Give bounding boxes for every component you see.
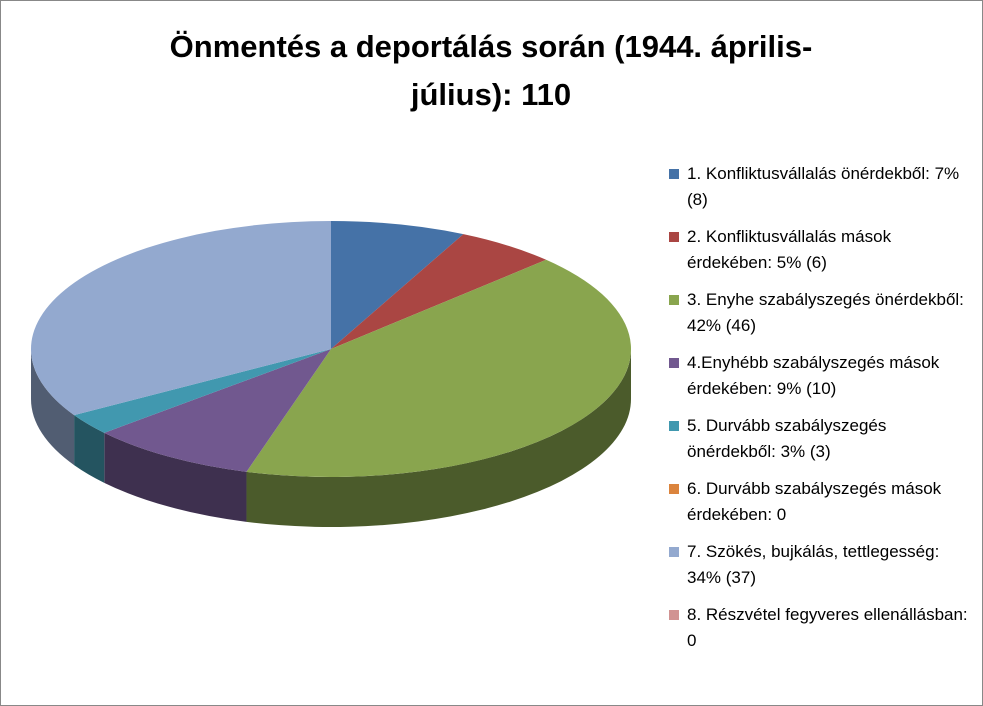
legend-entry: 3. Enyhe szabályszegés önérdekből: 42% (… (669, 287, 969, 350)
legend-label: 6. Durvább szabályszegés mások érdekében… (687, 479, 942, 524)
legend-swatch (669, 169, 679, 179)
legend-entry: 4.Enyhébb szabályszegés mások érdekében:… (669, 350, 969, 413)
legend-label: 1. Konfliktusvállalás önérdekből: 7% (8) (687, 164, 960, 209)
pie-slice (246, 259, 631, 477)
legend-label: 2. Konfliktusvállalás mások érdekében: 5… (687, 227, 892, 272)
legend-entry: 8. Részvétel fegyveres ellenállásban: 0 (669, 602, 969, 665)
pie-slice-side (104, 432, 247, 522)
legend-swatch (669, 421, 679, 431)
legend-entry: 7. Szökés, bujkálás, tettlegesség: 34% (… (669, 539, 969, 602)
legend-entry: 6. Durvább szabályszegés mások érdekében… (669, 476, 969, 539)
pie-slice (331, 221, 464, 349)
legend-label: 5. Durvább szabályszegés önérdekből: 3% … (687, 416, 887, 461)
legend-entry: 5. Durvább szabályszegés önérdekből: 3% … (669, 413, 969, 476)
pie-slice (31, 221, 331, 416)
legend-swatch (669, 547, 679, 557)
legend-label: 3. Enyhe szabályszegés önérdekből: 42% (… (687, 290, 964, 335)
pie-slice (104, 349, 331, 472)
legend-label: 8. Részvétel fegyveres ellenállásban: 0 (687, 605, 968, 650)
legend-swatch (669, 358, 679, 368)
pie-slice-side (31, 349, 75, 466)
pie-slice (331, 234, 547, 349)
legend-entry: 2. Konfliktusvállalás mások érdekében: 5… (669, 224, 969, 287)
legend-label: 7. Szökés, bujkálás, tettlegesség: 34% (… (687, 542, 940, 587)
pie-plot (31, 221, 632, 528)
pie-slice-side (74, 415, 105, 483)
pie-slice (74, 349, 332, 433)
legend-entry: 1. Konfliktusvállalás önérdekből: 7% (8) (669, 161, 969, 224)
legend-swatch (669, 232, 679, 242)
legend: 1. Konfliktusvállalás önérdekből: 7% (8)… (669, 161, 969, 665)
pie-slice-side (246, 349, 632, 528)
legend-swatch (669, 295, 679, 305)
legend-label: 4.Enyhébb szabályszegés mások érdekében:… (687, 353, 940, 398)
chart-title: Önmentés a deportálás során (1944. ápril… (169, 29, 813, 112)
legend-swatch (669, 610, 679, 620)
legend-swatch (669, 484, 679, 494)
